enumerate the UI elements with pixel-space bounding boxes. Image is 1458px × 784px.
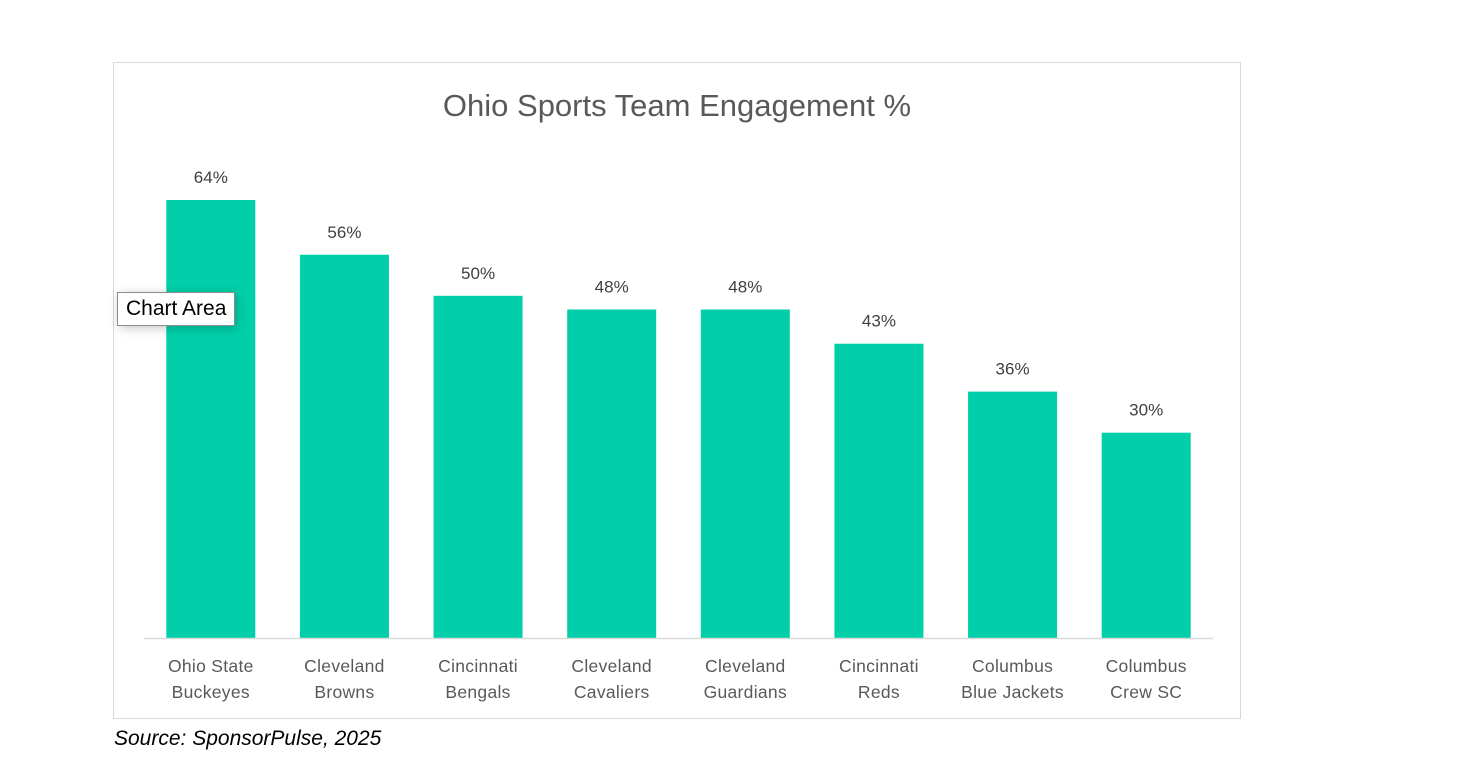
category-label-1-line-0[interactable]: Cleveland <box>304 656 385 676</box>
bar-5[interactable] <box>834 343 924 638</box>
data-label-3[interactable]: 48% <box>595 278 629 297</box>
bar-1[interactable] <box>299 254 389 638</box>
category-labels-group: Ohio State Buckeyes Cleveland Browns Cincinn… <box>168 656 1187 702</box>
chart-title[interactable]: Ohio Sports Team Engagement % <box>443 88 911 123</box>
category-label-5-line-0[interactable]: Cincinnati <box>839 656 919 676</box>
source-note: Source: SponsorPulse, 2025 <box>114 727 382 750</box>
category-label-0-line-0[interactable]: Ohio State <box>168 656 254 676</box>
bar-6[interactable] <box>968 391 1058 638</box>
data-label-6[interactable]: 36% <box>996 360 1030 379</box>
category-label-5-line-1[interactable]: Reds <box>858 682 900 702</box>
category-label-3-line-0[interactable]: Cleveland <box>571 656 652 676</box>
bar-4[interactable] <box>700 309 790 639</box>
bar-7[interactable] <box>1101 432 1191 638</box>
data-label-4[interactable]: 48% <box>728 278 762 297</box>
data-label-2[interactable]: 50% <box>461 264 495 283</box>
bar-2[interactable] <box>433 295 523 638</box>
category-label-1-line-1[interactable]: Browns <box>314 682 374 702</box>
chart-area-tooltip: Chart Area <box>117 292 236 326</box>
bar-3[interactable] <box>567 309 657 639</box>
data-label-0[interactable]: 64% <box>194 168 228 187</box>
category-label-7-line-1[interactable]: Crew SC <box>1110 682 1182 702</box>
data-label-5[interactable]: 43% <box>862 312 896 331</box>
category-label-4-line-0[interactable]: Cleveland <box>705 656 786 676</box>
category-label-3-line-1[interactable]: Cavaliers <box>574 682 650 702</box>
category-label-6-line-1[interactable]: Blue Jackets <box>961 682 1064 702</box>
bars-group <box>166 200 1191 639</box>
category-label-6-line-0[interactable]: Columbus <box>972 656 1053 676</box>
category-label-7-line-0[interactable]: Columbus <box>1106 656 1187 676</box>
data-label-7[interactable]: 30% <box>1129 401 1163 420</box>
bar-0[interactable] <box>166 200 256 638</box>
category-label-2-line-1[interactable]: Bengals <box>445 682 510 702</box>
data-label-1[interactable]: 56% <box>327 223 361 242</box>
category-label-0-line-1[interactable]: Buckeyes <box>172 682 250 702</box>
data-labels-group: 64% 56% 50% 48% 48% 43% 36% 30% <box>194 168 1163 420</box>
category-label-2-line-0[interactable]: Cincinnati <box>438 656 518 676</box>
chart-area[interactable]: Ohio Sports Team Engagement % 64% 56% 50% 4… <box>113 62 1241 719</box>
bar-chart: Ohio Sports Team Engagement % 64% 56% 50% 4… <box>144 88 1213 702</box>
category-label-4-line-1[interactable]: Guardians <box>704 682 787 702</box>
